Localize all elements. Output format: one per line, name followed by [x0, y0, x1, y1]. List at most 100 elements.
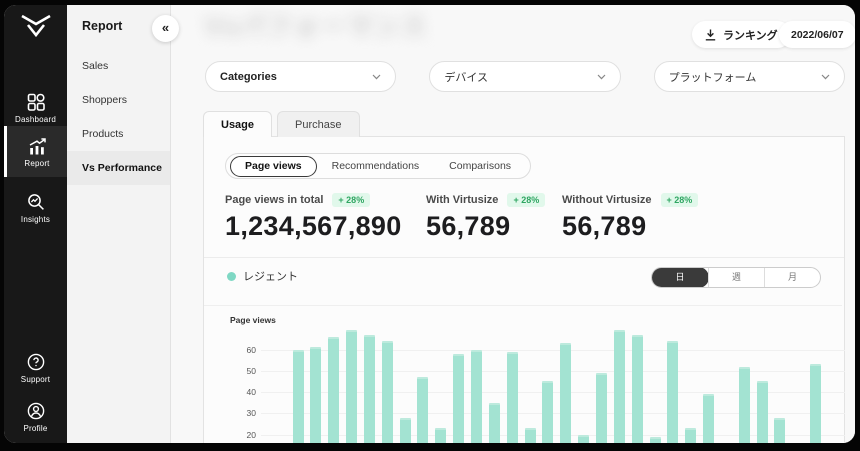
sidebar-item-insights[interactable]: Insights [4, 187, 67, 225]
gridline [261, 370, 845, 372]
submenu-title: Report [82, 19, 123, 33]
gridline [261, 349, 845, 351]
y-tick-label: 20 [246, 429, 256, 440]
sidebar-item-support[interactable]: Support [4, 347, 67, 385]
categories-select-value: Categories [220, 70, 277, 83]
chevron-down-icon [597, 74, 606, 80]
date-picker-label: 2022/06/07 [791, 28, 844, 41]
person-circle-icon [4, 402, 67, 420]
bar-day-4 [346, 330, 358, 443]
sidebar-item-label: Insights [20, 215, 51, 224]
stat-without-virtusize: Without Virtusize + 28% 56,789 [562, 192, 699, 242]
chart-legend: レジェント [227, 268, 298, 284]
bar-day-20 [631, 334, 643, 443]
subtab-page-views[interactable]: Page views [230, 155, 317, 177]
y-tick-label: 30 [246, 408, 256, 419]
bar-day-30 [810, 364, 822, 443]
insights-magnifier-icon [4, 193, 67, 211]
bar-day-15 [542, 381, 554, 443]
submenu-item-vs-performance[interactable]: Vs Performance [67, 151, 170, 185]
bar-day-23 [685, 428, 697, 443]
bar-day-3 [328, 336, 340, 443]
page-title-blurred: Vsパフォーマンス [205, 13, 429, 41]
y-tick-label: 40 [246, 387, 256, 397]
sidebar-item-report[interactable]: Report [4, 126, 67, 177]
bar-day-8 [417, 377, 429, 443]
chevron-double-left-icon: « [161, 20, 170, 35]
report-submenu: Report Sales Shoppers Products Vs Perfor… [67, 5, 171, 443]
app-window: Dashboard Report [4, 5, 855, 443]
filter-row: Categories デバイス プラットフォーム [205, 61, 845, 92]
question-circle-icon [4, 353, 67, 371]
sidebar-item-dashboard[interactable]: Dashboard [4, 87, 67, 125]
report-chart-icon [7, 138, 67, 155]
sidebar-item-label: Report [24, 159, 50, 168]
bar-day-5 [363, 334, 375, 443]
period-week[interactable]: 週 [708, 268, 764, 287]
legend-dot [227, 271, 236, 281]
stat-value: 56,789 [426, 211, 511, 241]
bar-day-12 [488, 402, 500, 443]
bar-day-28 [774, 417, 786, 443]
growth-badge: + 28% [507, 192, 546, 207]
subtab-recommendations[interactable]: Recommendations [331, 160, 420, 172]
bar-day-24 [703, 394, 715, 443]
tab-usage[interactable]: Usage [203, 111, 273, 137]
device-select-value: デバイス [444, 71, 488, 84]
bar-day-9 [435, 428, 447, 443]
primary-sidebar: Dashboard Report [4, 5, 67, 443]
growth-badge: + 28% [660, 192, 699, 207]
bar-day-1 [292, 349, 304, 443]
categories-select[interactable]: Categories [205, 61, 397, 92]
period-toggle: 日 週 月 [651, 267, 821, 288]
bar-day-10 [453, 353, 465, 443]
platform-select-value: プラットフォーム [668, 71, 757, 84]
bar-day-19 [613, 330, 625, 443]
submenu-item-sales[interactable]: Sales [82, 60, 109, 72]
dashboard-grid-icon [4, 93, 67, 111]
chart-y-axis-label: Page views [230, 315, 276, 325]
download-icon [705, 29, 716, 41]
stat-page-views-total: Page views in total + 28% 1,234,567,890 [225, 192, 402, 242]
device-select[interactable]: デバイス [429, 61, 621, 92]
bar-day-17 [578, 434, 590, 443]
bar-day-7 [399, 417, 411, 443]
stat-label: With Virtusize [426, 193, 499, 206]
ranking-button[interactable]: ランキング [692, 21, 791, 48]
bar-day-16 [560, 343, 572, 443]
bar-day-13 [506, 351, 518, 443]
bar-day-26 [738, 366, 750, 443]
y-tick-label: 50 [246, 365, 256, 376]
stat-with-virtusize: With Virtusize + 28% 56,789 [426, 192, 546, 242]
sidebar-item-profile[interactable]: Profile [4, 396, 67, 434]
stat-value: 1,234,567,890 [225, 211, 402, 241]
bar-day-14 [524, 428, 536, 443]
tab-purchase[interactable]: Purchase [277, 111, 360, 137]
stat-label: Without Virtusize [562, 193, 652, 206]
section-divider [204, 257, 844, 258]
bar-day-27 [756, 381, 768, 443]
submenu-item-shoppers[interactable]: Shoppers [82, 94, 127, 106]
usage-panel: Page views Recommendations Comparisons P… [203, 136, 845, 443]
virtusize-logo [4, 13, 67, 38]
growth-badge: + 28% [332, 192, 371, 207]
period-month[interactable]: 月 [764, 268, 820, 287]
subtab-comparisons[interactable]: Comparisons [449, 160, 512, 172]
chart-top-line [204, 305, 842, 306]
submenu-item-products[interactable]: Products [82, 128, 124, 140]
sidebar-item-label: Profile [23, 424, 48, 433]
date-picker-button[interactable]: 2022/06/07 [779, 21, 855, 48]
bar-day-11 [471, 349, 482, 443]
y-tick-label: 60 [246, 344, 256, 355]
platform-select[interactable]: プラットフォーム [653, 61, 845, 92]
collapse-sidebar-button[interactable]: « [152, 15, 179, 42]
bar-day-18 [595, 372, 607, 443]
bar-day-2 [310, 347, 322, 443]
legend-label: レジェント [243, 271, 298, 283]
stats-row: Page views in total + 28% 1,234,567,890 … [204, 192, 844, 252]
sidebar-item-label: Support [20, 375, 51, 384]
bar-chart: Page views 20 30 40 50 60 [204, 137, 845, 443]
period-day[interactable]: 日 [652, 268, 709, 287]
bar-day-22 [667, 341, 679, 443]
